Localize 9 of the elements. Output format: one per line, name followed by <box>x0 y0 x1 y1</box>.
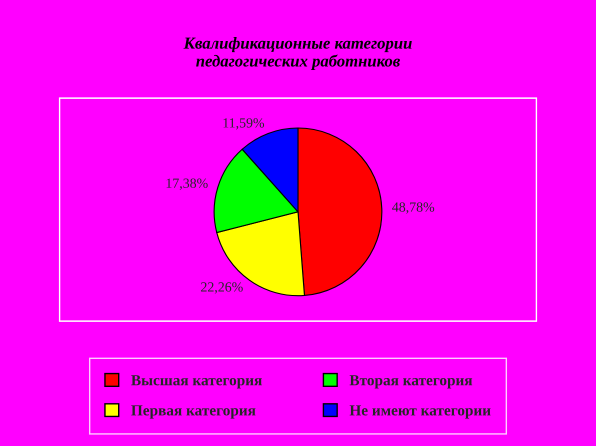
data-label: 22,26% <box>201 282 243 294</box>
legend-label: Вторая категория <box>350 375 472 388</box>
legend-label: Первая категория <box>131 405 256 419</box>
data-label: 17,38% <box>166 178 208 190</box>
data-label: 11,59% <box>223 118 264 130</box>
chart-title: Квалификационные категории педагогических работников <box>184 37 412 70</box>
legend-label: Высшая категория <box>131 375 262 388</box>
legend-label: Не имеют категории <box>350 405 491 419</box>
data-label: 48,78% <box>392 202 434 214</box>
